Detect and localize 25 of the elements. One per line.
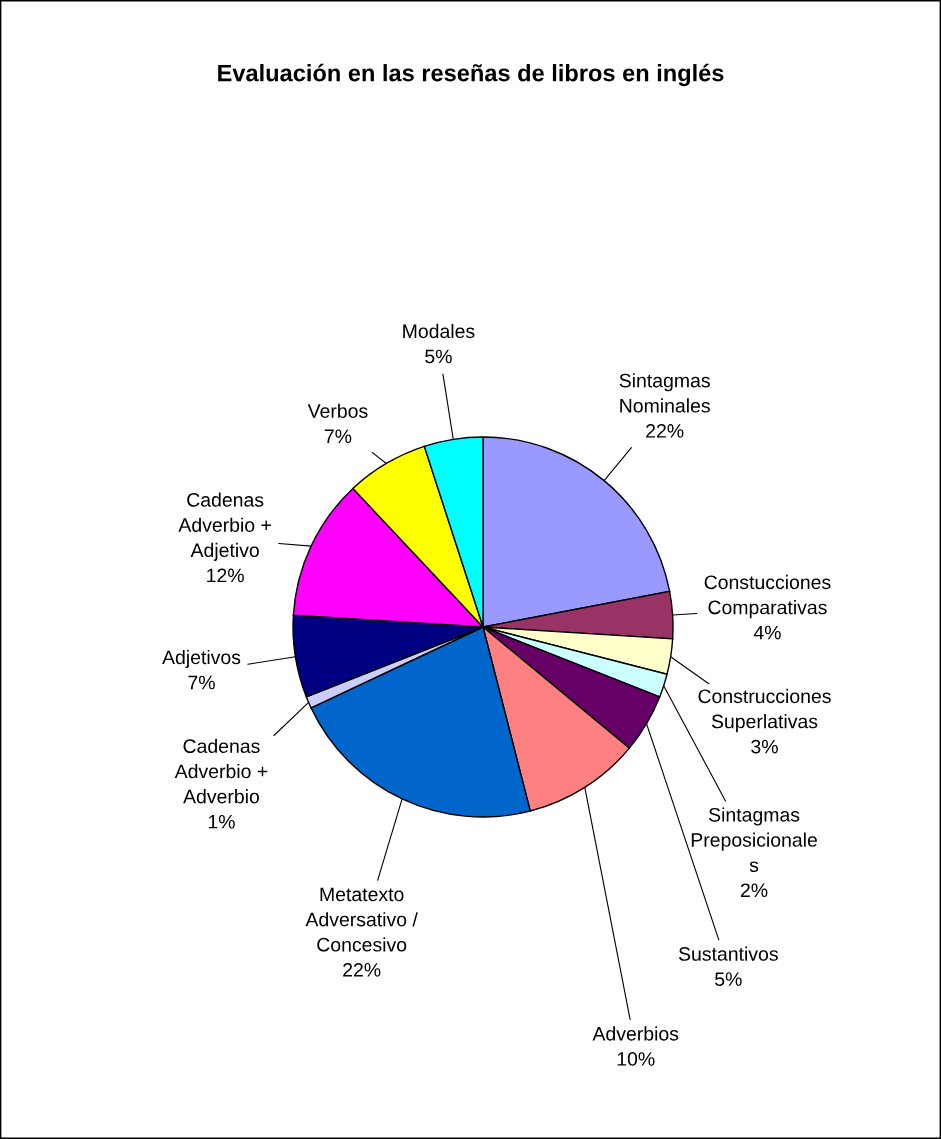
slice-label: Verbos	[307, 403, 368, 418]
slice-label: Modales	[403, 323, 475, 339]
chart-title: Evaluación en las reseñas de libros en inglés	[218, 63, 724, 87]
slice-label: Sintagmas Preposicionale s	[691, 807, 817, 873]
data-label: 4%	[753, 625, 781, 640]
slice-label: Cadenas Adverbio + Adverbio	[174, 738, 268, 804]
slice-label: Constucciones Comparativas	[704, 574, 831, 619]
data-label: 2%	[740, 883, 768, 898]
data-label: 22%	[343, 962, 381, 977]
data-label: 7%	[324, 429, 352, 444]
slice-label: Adverbios	[592, 1026, 679, 1041]
data-label: 10%	[617, 1052, 655, 1066]
slice-label: Adjetivos	[162, 649, 241, 669]
data-label: 1%	[208, 814, 235, 829]
slice-label: Construcciones Superlativas	[698, 688, 831, 733]
data-label: 3%	[751, 739, 778, 754]
data-label: 5%	[425, 349, 452, 364]
data-label: 5%	[715, 972, 742, 987]
slice-label: Metatexto Adversativo / Concesivo	[305, 887, 418, 952]
slice-label: Sintagmas Nominales	[619, 373, 710, 413]
data-label: 22%	[646, 424, 684, 438]
data-label: 12%	[207, 568, 244, 583]
slice-label: Cadenas Adverbio + Adjetivo	[178, 492, 271, 561]
slice-label: Sustantivos	[678, 946, 778, 961]
data-label: 7%	[188, 675, 215, 690]
